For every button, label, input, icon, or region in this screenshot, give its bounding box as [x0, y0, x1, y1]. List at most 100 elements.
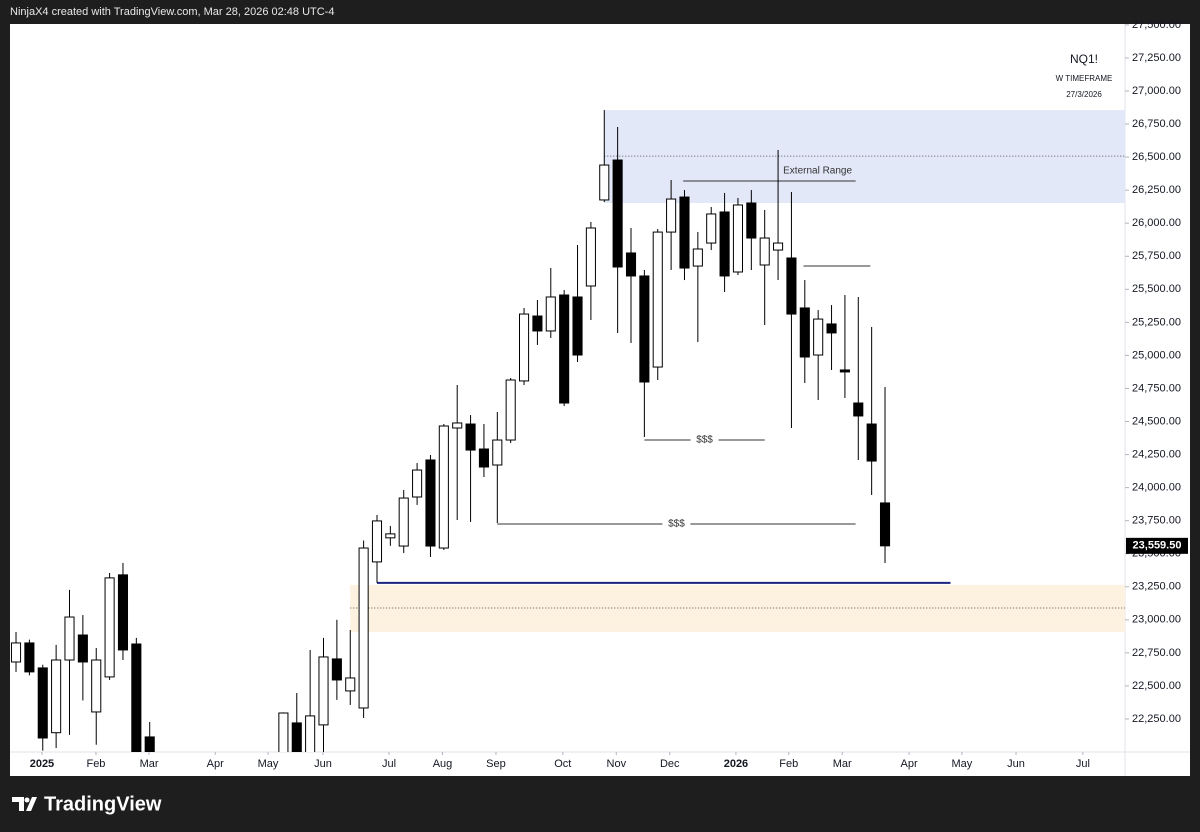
level-label: $$$	[696, 435, 713, 446]
candle-body	[879, 502, 891, 547]
candle-body	[305, 715, 316, 752]
candle-body	[866, 423, 877, 462]
y-tick-label: 27,500.00	[1132, 19, 1181, 31]
y-tick-label: 26,500.00	[1132, 151, 1181, 163]
y-tick-label: 26,250.00	[1132, 184, 1181, 196]
brand-logo	[12, 797, 37, 811]
candle-body	[104, 577, 115, 678]
zone	[604, 110, 1125, 203]
x-tick-label: Feb	[86, 758, 105, 770]
candle-body	[51, 659, 62, 734]
x-tick-label: Jun	[314, 758, 332, 770]
candle-body	[278, 712, 289, 752]
last-price-box	[1126, 537, 1188, 554]
candle-body	[371, 520, 383, 563]
y-tick-label: 24,250.00	[1132, 448, 1181, 460]
candle-body	[291, 722, 302, 752]
last-price-label: 23,559.50	[1133, 540, 1182, 552]
x-tick-label: Mar	[833, 758, 852, 770]
x-tick-label: May	[952, 758, 973, 770]
x-tick-label: Jun	[1007, 758, 1025, 770]
x-tick-label: Mar	[140, 758, 159, 770]
candle-body	[559, 294, 570, 404]
candle-body	[91, 659, 102, 713]
candle-body	[786, 257, 797, 315]
candle-body	[505, 379, 516, 441]
header-text: NinjaX4 created with TradingView.com, Ma…	[10, 6, 334, 18]
y-tick-label: 22,500.00	[1132, 680, 1181, 692]
candle-body	[799, 307, 810, 358]
candle-body	[10, 642, 22, 663]
candle-body	[599, 164, 610, 201]
candle-body	[345, 677, 356, 692]
x-tick-label: 2026	[724, 758, 748, 770]
y-tick-label: 22,750.00	[1132, 647, 1181, 659]
candle-body	[572, 296, 583, 356]
x-tick-label: 2025	[30, 758, 54, 770]
y-tick-label: 25,750.00	[1132, 250, 1181, 262]
candle-body	[532, 315, 543, 332]
y-tick-label: 23,000.00	[1132, 614, 1181, 626]
chart-date: 27/3/2026	[1066, 90, 1102, 99]
y-tick-label: 26,000.00	[1132, 217, 1181, 229]
candle-body	[64, 616, 75, 661]
timeframe: W TIMEFRAME	[1056, 74, 1113, 83]
brand-name: TradingView	[44, 793, 162, 815]
candle-body	[826, 323, 837, 334]
y-tick-label: 25,250.00	[1132, 316, 1181, 328]
candle-body	[813, 318, 824, 356]
y-tick-label: 26,750.00	[1132, 118, 1181, 130]
candle-body	[385, 533, 396, 539]
candle-body	[478, 448, 489, 468]
y-tick-label: 24,500.00	[1132, 415, 1181, 427]
candle-body	[398, 497, 409, 547]
candle-body	[652, 231, 663, 368]
candle-body	[853, 402, 864, 417]
x-tick-label: Apr	[901, 758, 918, 770]
candle-body	[358, 547, 369, 709]
candle-body	[24, 642, 35, 673]
candle-body	[759, 237, 770, 266]
y-tick-label: 24,750.00	[1132, 382, 1181, 394]
y-tick-label: 23,250.00	[1132, 581, 1181, 593]
y-tick-label: 22,250.00	[1132, 713, 1181, 725]
level-label-bg	[662, 517, 691, 530]
x-tick-label: Nov	[607, 758, 627, 770]
candle-body	[773, 242, 784, 251]
candle-body	[519, 313, 530, 382]
candle-body	[331, 658, 342, 681]
symbol: NQ1!	[1070, 52, 1098, 66]
x-tick-label: Feb	[779, 758, 798, 770]
x-tick-label: Dec	[660, 758, 680, 770]
plot-area: External Range $$$ $$$	[10, 110, 1125, 752]
candle-body	[117, 574, 129, 651]
level-label: External Range	[783, 166, 852, 177]
y-tick-label: 25,000.00	[1132, 349, 1181, 361]
x-tick-label: Sep	[486, 758, 506, 770]
level-label: $$$	[668, 519, 685, 530]
candle-body	[318, 656, 329, 726]
y-tick-label: 27,000.00	[1132, 85, 1181, 97]
y-tick-label: 24,000.00	[1132, 482, 1181, 494]
candle-body	[438, 425, 449, 549]
candle-body	[679, 196, 690, 269]
x-tick-label: Oct	[554, 758, 571, 770]
candle-body	[706, 213, 717, 244]
candle-body	[746, 202, 757, 239]
y-tick-label: 25,500.00	[1132, 283, 1181, 295]
x-tick-label: Aug	[433, 758, 453, 770]
candle-body	[585, 227, 596, 287]
candle-body	[412, 469, 423, 498]
candle-body	[666, 198, 677, 233]
candle-body	[719, 211, 730, 277]
x-tick-label: Jul	[1076, 758, 1090, 770]
candle-body	[839, 369, 850, 373]
x-tick-label: Jul	[382, 758, 396, 770]
candle-body	[732, 204, 744, 273]
candle-body	[465, 423, 476, 451]
y-tick-label: 27,250.00	[1132, 52, 1181, 64]
candle-body	[692, 248, 703, 267]
level-label-bg	[690, 434, 719, 447]
candle-body	[425, 459, 436, 547]
